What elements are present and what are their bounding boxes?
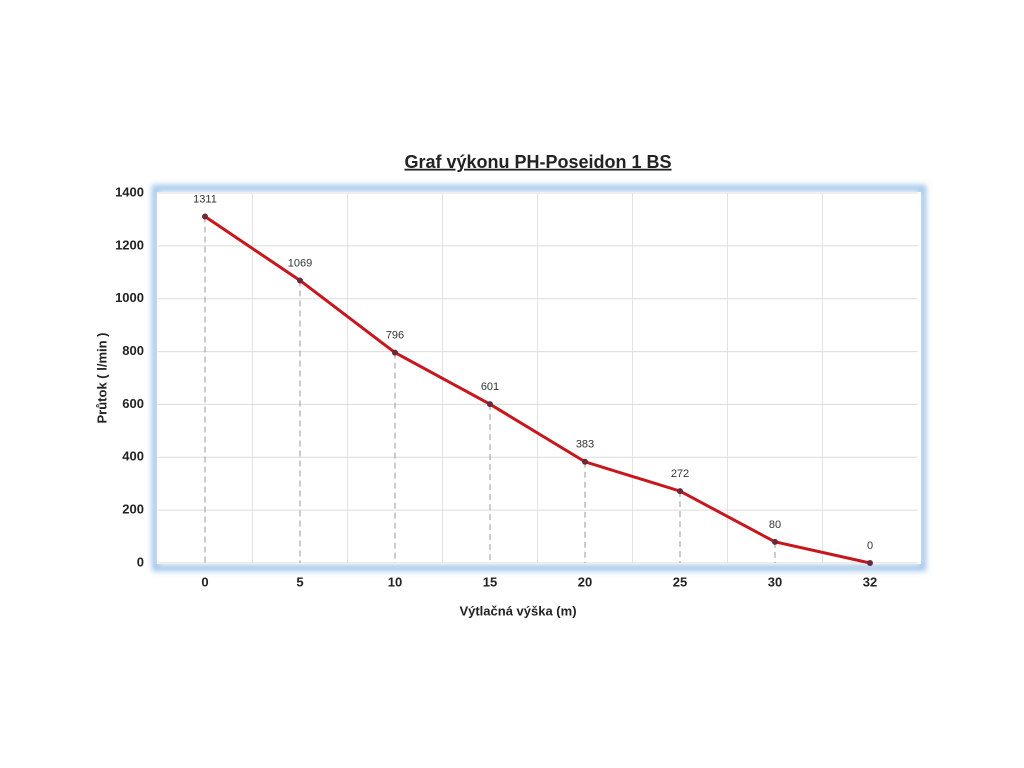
data-point: [487, 401, 493, 408]
data-label: 272: [671, 468, 689, 480]
y-tick-label: 1400: [115, 184, 144, 199]
data-label: 80: [769, 519, 781, 531]
data-point: [202, 213, 208, 220]
y-tick-label: 1200: [115, 237, 144, 252]
data-point: [677, 488, 683, 495]
data-label: 0: [867, 540, 873, 552]
data-label: 383: [576, 439, 594, 451]
data-point: [772, 538, 778, 545]
x-tick-label: 5: [296, 574, 303, 589]
data-point: [582, 458, 588, 465]
data-label: 796: [386, 330, 404, 342]
y-tick-label: 1000: [115, 290, 144, 305]
x-tick-label: 10: [388, 574, 402, 589]
x-axis-label: Výtlačná výška (m): [459, 603, 576, 618]
data-label: 601: [481, 381, 499, 393]
x-tick-label: 25: [673, 574, 687, 589]
y-axis-label: Průtok ( l/min ): [94, 333, 109, 424]
y-tick-label: 200: [122, 502, 144, 517]
data-line: [204, 215, 871, 565]
x-tick-label: 30: [768, 574, 782, 589]
x-tick-label: 20: [578, 574, 592, 589]
y-tick-label: 800: [122, 343, 144, 358]
data-label: 1069: [288, 257, 312, 269]
data-point: [867, 560, 873, 566]
y-tick-label: 0: [137, 554, 144, 569]
x-tick-label: 15: [483, 574, 497, 589]
plot-frame: [152, 185, 926, 571]
chart-title: Graf výkonu PH-Poseidon 1 BS: [404, 152, 671, 172]
data-point: [392, 349, 398, 356]
plot-area: [157, 192, 921, 564]
data-point: [297, 277, 303, 284]
data-label: 1311: [193, 193, 217, 205]
x-tick-label: 0: [201, 574, 208, 589]
x-tick-label: 32: [863, 574, 877, 589]
y-tick-label: 400: [122, 449, 144, 464]
y-tick-label: 600: [122, 396, 144, 411]
